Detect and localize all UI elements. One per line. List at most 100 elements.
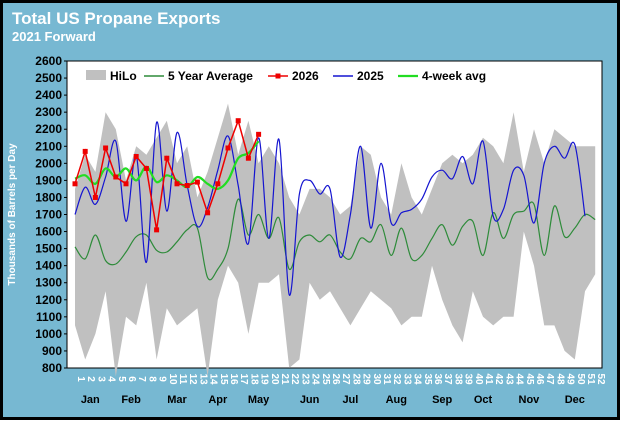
y-tick-label: 1400 (35, 259, 62, 273)
x-tick-label: 38 (452, 373, 463, 385)
x-tick-label: 16 (228, 373, 239, 385)
y-tick-label: 1600 (35, 225, 62, 239)
x-tick-label: 36 (432, 373, 443, 385)
x-tick-label: 8 (146, 376, 157, 382)
x-tick-label: 29 (361, 373, 372, 385)
x-tick-label: 2 (85, 376, 96, 382)
x-tick-label: 21 (279, 373, 290, 385)
y-tick-label: 2400 (35, 88, 62, 102)
x-tick-label: 32 (391, 373, 402, 385)
legend-label: 2026 (292, 69, 319, 83)
month-label-mar: Mar (167, 394, 187, 406)
month-label-jun: Jun (300, 394, 320, 406)
y-tick-label: 1900 (35, 173, 62, 187)
legend-hilo-swatch (86, 70, 106, 80)
series-2026-point (256, 131, 262, 137)
month-label-sep: Sep (432, 394, 452, 406)
y-tick-label: 1800 (35, 190, 62, 204)
series-2026-point (205, 210, 211, 216)
month-label-jan: Jan (81, 394, 100, 406)
series-2026-point (245, 155, 251, 161)
series-4-week-avg-line (74, 140, 260, 191)
x-tick-label: 15 (218, 373, 229, 385)
series-2026-point (92, 194, 98, 200)
x-tick-label: 48 (554, 373, 565, 385)
series-2026-point (113, 174, 119, 180)
chart-subtitle: 2021 Forward (12, 29, 96, 44)
x-tick-label: 17 (238, 373, 249, 385)
x-tick-label: 27 (340, 373, 351, 385)
x-tick-label: 9 (157, 376, 168, 382)
x-tick-label: 6 (126, 376, 137, 382)
x-tick-label: 35 (422, 373, 433, 385)
y-tick-label: 1000 (35, 327, 62, 341)
x-tick-label: 24 (310, 373, 321, 385)
y-tick-label: 1700 (35, 208, 62, 222)
x-tick-label: 49 (565, 373, 576, 385)
x-tick-label: 39 (463, 373, 474, 385)
y-tick-label: 2600 (35, 54, 62, 68)
series-2026-point (154, 227, 160, 233)
series-2026-point (72, 181, 78, 187)
y-tick-label: 2000 (35, 156, 62, 170)
y-tick-label: 1500 (35, 242, 62, 256)
x-tick-label: 11 (177, 374, 188, 385)
series-2026-point (123, 181, 129, 187)
month-label-oct: Oct (474, 394, 493, 406)
x-tick-label: 33 (401, 373, 412, 385)
x-tick-label: 28 (350, 373, 361, 385)
x-tick-label: 22 (289, 373, 300, 385)
series-2026-point (194, 179, 200, 185)
x-tick-label: 19 (259, 373, 270, 385)
y-tick-label: 1200 (35, 293, 62, 307)
series-2026-point (82, 148, 88, 154)
x-tick-label: 31 (381, 373, 392, 385)
chart-title: Total US Propane Exports (12, 9, 221, 28)
y-tick-label: 1300 (35, 276, 62, 290)
x-tick-label: 10 (167, 373, 178, 385)
month-label-nov: Nov (519, 394, 541, 406)
x-tick-label: 5 (116, 376, 127, 382)
series-2025-line (74, 121, 586, 296)
month-label-apr: Apr (208, 394, 228, 406)
x-tick-label: 3 (95, 376, 106, 382)
x-tick-label: 46 (534, 373, 545, 385)
x-tick-label: 43 (503, 373, 514, 385)
month-label-feb: Feb (121, 394, 141, 406)
x-tick-label: 34 (412, 373, 423, 385)
x-tick-label: 51 (585, 373, 596, 385)
x-tick-label: 7 (136, 376, 147, 382)
x-tick-label: 42 (493, 373, 504, 385)
x-tick-label: 50 (575, 373, 586, 385)
x-tick-label: 40 (473, 373, 484, 385)
series-2026-point (215, 181, 221, 187)
y-tick-label: 800 (42, 361, 62, 375)
legend-label: 4-week avg (422, 69, 486, 83)
month-label-may: May (248, 394, 270, 406)
x-tick-label: 47 (544, 373, 555, 385)
x-tick-label: 4 (106, 376, 117, 382)
y-tick-label: 2100 (35, 139, 62, 153)
month-label-jul: Jul (342, 394, 358, 406)
legend-label: 2025 (357, 69, 384, 83)
series-hilo-band (75, 103, 596, 377)
x-tick-label: 41 (483, 373, 494, 385)
series-5-year-average-line (74, 198, 596, 281)
month-label-aug: Aug (386, 394, 407, 406)
y-tick-label: 1100 (36, 310, 62, 324)
x-tick-label: 13 (197, 373, 208, 385)
x-tick-label: 26 (330, 373, 341, 385)
x-tick-label: 18 (248, 373, 259, 385)
legend-label: 5 Year Average (168, 69, 253, 83)
x-tick-label: 30 (371, 373, 382, 385)
series-2026-point (184, 183, 190, 189)
series-2026-point (164, 155, 170, 161)
series-2026-point (225, 145, 231, 151)
x-tick-label: 52 (595, 373, 606, 385)
series-2026-point (143, 165, 149, 171)
x-tick-label: 12 (187, 373, 198, 385)
legend-label: HiLo (110, 69, 137, 83)
y-tick-label: 900 (42, 344, 62, 358)
y-tick-label: 2300 (35, 105, 62, 119)
